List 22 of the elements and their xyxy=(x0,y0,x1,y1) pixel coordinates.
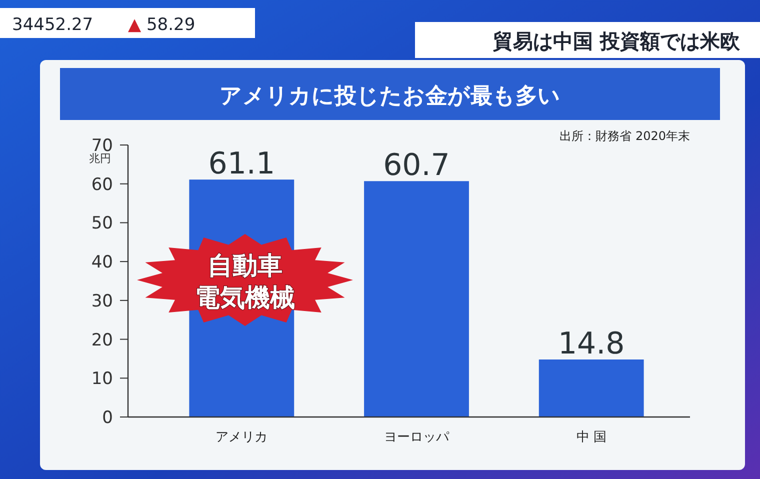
y-tick-label: 60 xyxy=(91,174,113,195)
x-tick-label: 中 国 xyxy=(576,430,606,445)
data-label: 60.7 xyxy=(383,148,450,184)
x-tick-label: アメリカ xyxy=(216,430,268,445)
y-tick-label: 10 xyxy=(91,369,113,390)
data-label: 61.1 xyxy=(208,146,276,182)
y-tick-label: 0 xyxy=(102,408,113,428)
bar xyxy=(364,181,469,417)
x-tick-label: ヨーロッパ xyxy=(384,430,450,445)
chart-title: アメリカに投じたお金が最も多い xyxy=(220,84,560,109)
y-tick-label: 40 xyxy=(91,252,113,273)
y-tick-label: 50 xyxy=(91,214,113,234)
annotation: 自動車 xyxy=(208,251,282,280)
y-tick-label: 20 xyxy=(91,330,113,350)
chart-subtitle: 貿易は中国 投資額では米欧 xyxy=(492,29,741,53)
annotation: 電気機械 xyxy=(195,283,295,312)
text: 34452.27 xyxy=(12,15,94,35)
bar xyxy=(538,359,644,417)
data-label: 14.8 xyxy=(558,326,625,362)
text: ▲ 58.29 xyxy=(128,15,196,35)
y-tick-label: 30 xyxy=(91,291,113,312)
text: 出所：財務省 2020年末 xyxy=(560,129,690,143)
